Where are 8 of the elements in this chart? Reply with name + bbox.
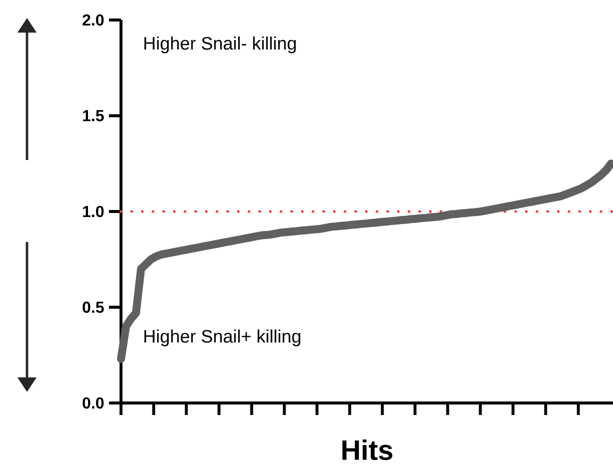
- annotation: Higher Snail- killing: [144, 36, 296, 54]
- y-tick-label: 0.5: [82, 302, 104, 313]
- y-tick-label: 1.5: [83, 110, 104, 122]
- y-tick-label: 0.0: [82, 397, 104, 409]
- y-tick-label: 1.0: [83, 206, 104, 218]
- x-axis-title: Hits: [342, 440, 392, 460]
- annotation: Higher Snail+ killing: [144, 329, 300, 346]
- y-tick-label: 2.0: [82, 14, 104, 26]
